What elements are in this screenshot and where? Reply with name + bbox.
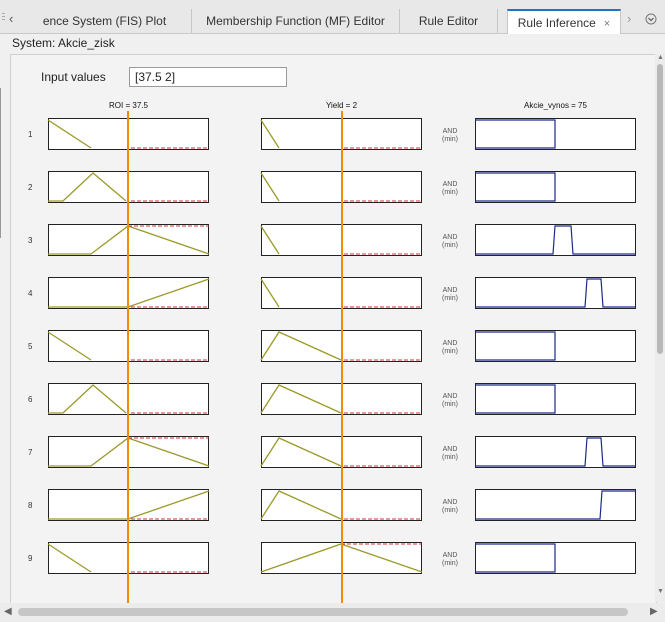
output-mf-plot <box>475 383 636 415</box>
output-mf-plot <box>475 489 636 521</box>
tab-rule-editor[interactable]: Rule Editor <box>400 9 498 33</box>
input-values-label: Input values <box>41 70 106 84</box>
rule-number: 3 <box>28 236 33 245</box>
tab-label: ence System (FIS) Plot <box>42 14 167 28</box>
roi-input-cursor[interactable] <box>127 111 129 603</box>
and-operator-label: AND (min) <box>439 552 461 568</box>
operator-method: (min) <box>442 242 458 249</box>
operator-text: AND <box>442 128 458 135</box>
rule-number: 8 <box>28 501 33 510</box>
left-edge-divider <box>0 88 1 238</box>
rule-number: 1 <box>28 130 33 139</box>
output-mf-plot <box>475 171 636 203</box>
operator-method: (min) <box>442 401 458 408</box>
operator-method: (min) <box>442 295 458 302</box>
vertical-scroll-thumb[interactable] <box>657 64 663 354</box>
and-operator-label: AND (min) <box>439 499 461 515</box>
input-values-field[interactable] <box>129 67 287 87</box>
and-operator-label: AND (min) <box>439 446 461 462</box>
close-icon[interactable]: × <box>603 18 611 30</box>
operator-text: AND <box>442 234 458 241</box>
rule-number: 6 <box>28 395 33 404</box>
operator-text: AND <box>442 446 458 453</box>
tab-rule-inference[interactable]: Rule Inference × <box>507 9 621 34</box>
operator-method: (min) <box>442 189 458 196</box>
tab-bar: ‹ ence System (FIS) Plot Membership Func… <box>0 0 665 34</box>
output-mf-plot <box>475 436 636 468</box>
drag-grip-icon[interactable] <box>2 13 7 23</box>
scroll-right-icon[interactable]: ▶ <box>650 606 658 617</box>
rule-inference-panel: Input values ROI = 37.5 Yield = 2 Akcie_… <box>10 54 657 604</box>
horizontal-scroll-thumb[interactable] <box>18 608 628 616</box>
output-mf-plot <box>475 224 636 256</box>
operator-method: (min) <box>442 136 458 143</box>
yield-column-title: Yield = 2 <box>325 101 358 110</box>
operator-text: AND <box>442 552 458 559</box>
output-mf-plot <box>475 277 636 309</box>
and-operator-label: AND (min) <box>439 128 461 144</box>
yield-input-cursor[interactable] <box>341 111 343 603</box>
rule-number: 9 <box>28 554 33 563</box>
roi-column-title: ROI = 37.5 <box>109 101 148 110</box>
and-operator-label: AND (min) <box>439 234 461 250</box>
operator-method: (min) <box>442 560 458 567</box>
vertical-scrollbar[interactable]: ▲ ▼ <box>655 54 665 602</box>
tab-label: Rule Editor <box>418 14 479 28</box>
chevron-right-icon[interactable]: › <box>627 11 632 26</box>
operator-text: AND <box>442 499 458 506</box>
rule-number: 4 <box>28 289 33 298</box>
operator-text: AND <box>442 340 458 347</box>
tab-label: Membership Function (MF) Editor <box>206 14 385 28</box>
rule-number: 2 <box>28 183 33 192</box>
chevron-left-icon[interactable]: ‹ <box>9 11 14 26</box>
operator-method: (min) <box>442 348 458 355</box>
tab-label: Rule Inference <box>517 16 596 30</box>
and-operator-label: AND (min) <box>439 181 461 197</box>
and-operator-label: AND (min) <box>439 287 461 303</box>
and-operator-label: AND (min) <box>439 340 461 356</box>
rule-number: 7 <box>28 448 33 457</box>
system-label: System: Akcie_zisk <box>12 36 115 50</box>
output-mf-plot <box>475 118 636 150</box>
scroll-left-icon[interactable]: ◀ <box>4 606 12 617</box>
horizontal-scrollbar[interactable]: ◀ ▶ <box>0 603 665 622</box>
tab-mf-editor[interactable]: Membership Function (MF) Editor <box>192 9 400 33</box>
chevron-down-circle-icon[interactable] <box>645 13 657 25</box>
output-column-title: Akcie_vynos = 75 <box>524 101 587 110</box>
output-mf-plot <box>475 330 636 362</box>
rule-number: 5 <box>28 342 33 351</box>
operator-text: AND <box>442 393 458 400</box>
operator-method: (min) <box>442 454 458 461</box>
and-operator-label: AND (min) <box>439 393 461 409</box>
operator-method: (min) <box>442 507 458 514</box>
operator-text: AND <box>442 181 458 188</box>
operator-text: AND <box>442 287 458 294</box>
tab-fis-plot[interactable]: ence System (FIS) Plot <box>18 9 192 33</box>
output-mf-plot <box>475 542 636 574</box>
scroll-up-icon[interactable]: ▲ <box>657 54 664 61</box>
scroll-down-icon[interactable]: ▼ <box>657 588 664 595</box>
